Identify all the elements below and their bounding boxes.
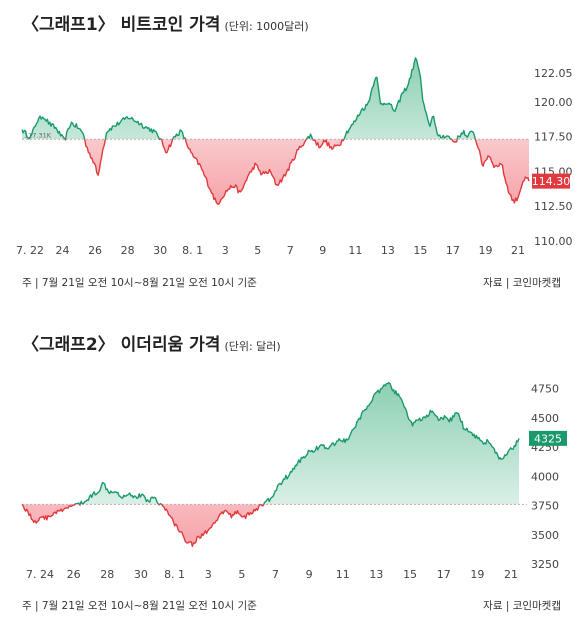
chart1-source: 자료 | 코인마켓캡: [483, 277, 561, 289]
c1-baseline-label: 117.31K: [24, 132, 52, 140]
c1-y-tick-label: 117.50: [534, 131, 573, 144]
c1-x-tick-label: 8. 1: [182, 244, 203, 257]
c2-x-tick-label: 13: [369, 568, 383, 581]
c2-x-tick-label: 5: [238, 568, 245, 581]
c1-x-tick-label: 9: [319, 244, 326, 257]
c2-y-tick-label: 4000: [531, 470, 559, 483]
c1-y-tick-label: 110.00: [534, 235, 573, 248]
c2-y-tick-label: 3250: [531, 558, 559, 571]
c2-last-value-badge: [529, 430, 567, 446]
c2-x-tick-label: 8. 1: [164, 568, 185, 581]
c1-x-tick-label: 26: [88, 244, 102, 257]
ethereum-chart: 〈그래프2〉 이더리움 가격 (단위: 달러) 4750 4500 4250 4000 3…: [0, 300, 575, 618]
c1-x-tick-label: 7. 22: [16, 244, 44, 257]
c2-x-tick-label: 19: [470, 568, 484, 581]
c2-y-tick-label: 3500: [531, 529, 559, 542]
c1-area-down: [64, 139, 529, 205]
chart2-basis-note: 주 | 7월 21일 오전 10시~8월 21일 오전 10시 기준: [22, 600, 257, 612]
c2-last-value-label: 4325: [534, 432, 562, 445]
chart2-title: 〈그래프2〉 이더리움 가격: [22, 335, 221, 355]
c1-series-line-down: [28, 139, 530, 205]
c2-x-tick-label: 9: [306, 568, 313, 581]
chart2-source: 자료 | 코인마켓캡: [483, 600, 561, 612]
c2-x-tick-label: 11: [336, 568, 350, 581]
c1-area-up: [22, 57, 529, 140]
c1-x-tick-label: 30: [153, 244, 167, 257]
bitcoin-chart: 〈그래프1〉 비트코인 가격 (단위: 1000달러) 117.31K 122.05…: [0, 0, 575, 300]
c1-x-tick-label: 7: [287, 244, 294, 257]
c2-x-tick-label: 7: [272, 568, 279, 581]
c1-x-tick-label: 19: [478, 244, 492, 257]
chart1-basis-note: 주 | 7월 21일 오전 10시~8월 21일 오전 10시 기준: [22, 277, 257, 289]
c2-x-tick-label: 28: [100, 568, 114, 581]
chart2-title-wrap: 〈그래프2〉 이더리움 가격 (단위: 달러): [22, 330, 281, 355]
c1-x-tick-label: 3: [222, 244, 229, 257]
chart1-plot: 117.31K122.05120.00117.50115.00112.50110…: [16, 57, 573, 257]
c2-x-tick-label: 21: [504, 568, 518, 581]
c2-x-tick-label: 30: [134, 568, 148, 581]
c1-x-tick-label: 13: [381, 244, 395, 257]
c2-y-tick-label: 4500: [531, 412, 559, 425]
c1-x-tick-label: 15: [413, 244, 427, 257]
c1-x-tick-label: 24: [56, 244, 70, 257]
c2-x-tick-label: 7. 24: [26, 568, 54, 581]
c2-x-tick-label: 26: [67, 568, 81, 581]
c1-x-tick-label: 28: [121, 244, 135, 257]
c1-x-tick-label: 5: [254, 244, 261, 257]
chart1-footer: 주 | 7월 21일 오전 10시~8월 21일 오전 10시 기준 자료 | …: [22, 275, 561, 290]
chart1-title: 〈그래프1〉 비트코인 가격: [22, 15, 221, 35]
c2-y-tick-label: 4750: [531, 383, 559, 396]
c1-y-tick-label: 112.50: [534, 200, 573, 213]
c1-x-tick-label: 11: [348, 244, 362, 257]
c1-y-tick-label: 120.00: [534, 96, 573, 109]
c2-series-line-up: [22, 382, 520, 505]
c2-x-tick-label: 17: [437, 568, 451, 581]
c1-x-tick-label: 21: [511, 244, 525, 257]
c2-x-tick-label: 3: [205, 568, 212, 581]
c1-last-value-label: 114.30: [532, 175, 571, 188]
chart2-unit: (단위: 달러): [224, 340, 281, 353]
c1-series-line-up: [21, 57, 477, 140]
chart1-title-wrap: 〈그래프1〉 비트코인 가격 (단위: 1000달러): [22, 10, 309, 35]
chart2-footer: 주 | 7월 21일 오전 10시~8월 21일 오전 10시 기준 자료 | …: [22, 598, 561, 613]
c2-area-up: [74, 382, 519, 505]
c1-y-tick-label: 122.05: [534, 67, 573, 80]
c2-y-tick-label: 3750: [531, 500, 559, 513]
chart1-unit: (단위: 1000달러): [224, 20, 309, 33]
c1-last-value-badge: [532, 173, 570, 189]
c2-x-tick-label: 15: [403, 568, 417, 581]
c1-x-tick-label: 17: [446, 244, 460, 257]
